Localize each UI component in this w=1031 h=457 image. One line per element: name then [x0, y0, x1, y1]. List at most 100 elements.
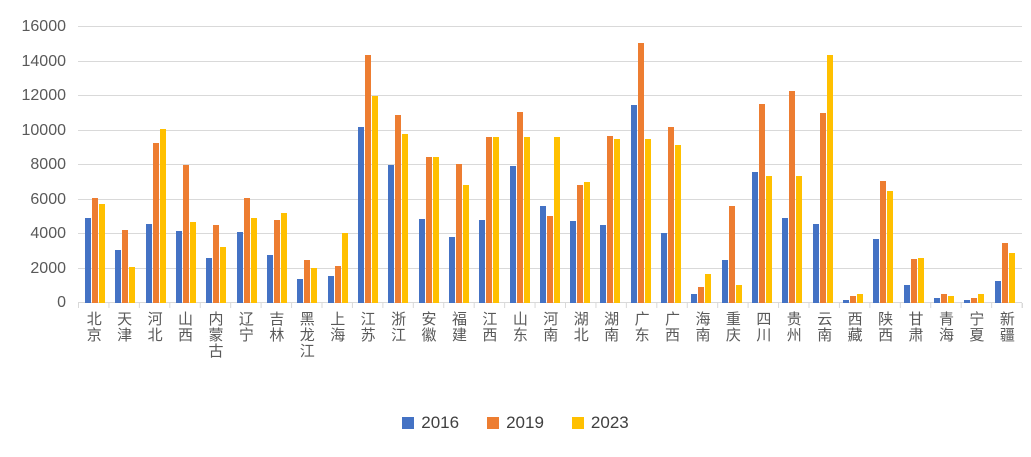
- bar-2023: [614, 139, 621, 303]
- bar-group: [176, 27, 197, 303]
- bar-2019: [364, 55, 371, 303]
- gridline: [78, 26, 1022, 27]
- x-tick-label: 云南: [815, 311, 833, 343]
- x-tick-label: 甘肃: [906, 311, 924, 343]
- bar-2023: [129, 266, 136, 303]
- bar-2016: [752, 171, 759, 303]
- bar-2016: [994, 281, 1001, 303]
- bar-2016: [327, 276, 334, 303]
- gridline: [78, 164, 1022, 165]
- bar-group: [388, 27, 409, 303]
- bar-2019: [183, 165, 190, 303]
- legend-label: 2019: [506, 413, 544, 432]
- bar-2023: [281, 213, 288, 303]
- bar-2019: [880, 180, 887, 303]
- x-tick-label: 青海: [936, 311, 954, 343]
- bar-2016: [630, 104, 637, 303]
- x-axis-ticks: [78, 303, 1023, 308]
- bar-2019: [122, 229, 129, 303]
- bar-2016: [206, 258, 213, 303]
- bar-2016: [812, 223, 819, 303]
- legend-label: 2023: [590, 413, 629, 432]
- x-tick-label: 天津: [115, 311, 133, 343]
- y-tick-label: 14000: [21, 52, 67, 70]
- y-tick-label: 16000: [21, 18, 67, 35]
- bar-2019: [637, 42, 644, 303]
- bar-2023: [796, 176, 803, 303]
- bar-2019: [940, 294, 947, 303]
- x-tick-label: 广东: [632, 311, 650, 343]
- gridline: [78, 129, 1022, 131]
- x-tick-label: 河南: [541, 311, 559, 343]
- bar-group: [752, 27, 773, 303]
- bar-2016: [721, 259, 728, 303]
- bar-2016: [145, 223, 152, 303]
- bar-2019: [455, 164, 462, 303]
- bar-2023: [523, 137, 530, 303]
- bar-2023: [675, 145, 682, 303]
- bar-2019: [213, 224, 220, 303]
- bar-2019: [486, 137, 493, 303]
- x-tick-label: 江苏: [358, 311, 376, 343]
- bar-2023: [735, 284, 742, 303]
- bar-group: [691, 27, 712, 303]
- plot-area: [78, 26, 1022, 303]
- legend-item-2016: 2016: [402, 413, 459, 433]
- bar-2019: [728, 206, 735, 303]
- bar-group: [357, 27, 378, 303]
- bar-2023: [311, 267, 318, 303]
- bar-group: [85, 27, 106, 303]
- bar-2019: [395, 114, 402, 303]
- y-tick-label: 2000: [30, 259, 66, 277]
- bar-2019: [849, 296, 856, 303]
- x-tick-label: 河北: [145, 311, 163, 343]
- bar-group: [115, 27, 136, 303]
- bar-group: [539, 27, 560, 303]
- bar-2016: [903, 284, 910, 303]
- x-tick-label: 重庆: [723, 311, 741, 343]
- bar-2019: [910, 259, 917, 303]
- bar-2016: [782, 218, 789, 303]
- x-tick-label: 辽宁: [236, 311, 254, 343]
- x-tick-label: 湖北: [571, 311, 589, 343]
- bar-group: [206, 27, 227, 303]
- bar-2019: [425, 157, 432, 303]
- legend-item-2023: 2023: [571, 413, 629, 433]
- bar-2016: [933, 297, 940, 303]
- bar-2023: [553, 137, 560, 303]
- x-tick-label: 宁夏: [967, 311, 985, 343]
- bar-2016: [479, 220, 486, 303]
- gridline: [78, 198, 1022, 200]
- bar-2016: [357, 127, 364, 303]
- bar-2023: [190, 221, 197, 303]
- bar-2023: [947, 296, 954, 303]
- bar-2016: [600, 224, 607, 303]
- bar-2016: [85, 218, 92, 303]
- bar-2023: [644, 139, 651, 303]
- bar-group: [933, 27, 954, 303]
- bar-2023: [371, 96, 378, 303]
- bar-2016: [842, 299, 849, 303]
- bar-2023: [584, 182, 591, 303]
- bar-2016: [873, 239, 880, 303]
- bar-2019: [1001, 242, 1008, 303]
- bar-2023: [1008, 252, 1015, 303]
- x-tick-label: 新疆: [997, 311, 1015, 343]
- x-tick-label: 福建: [449, 311, 467, 343]
- x-tick-label: 山西: [176, 311, 194, 343]
- bar-2016: [297, 278, 304, 303]
- bar-2019: [546, 215, 553, 303]
- bar-group: [873, 27, 894, 303]
- x-tick-label: 湖南: [602, 311, 620, 343]
- x-tick-label: 上海: [328, 311, 346, 343]
- x-tick-label: 四川: [754, 311, 772, 343]
- bar-2023: [493, 136, 500, 303]
- x-axis: 北京 天津 河北 山西 内蒙古 辽宁 吉林 黑龙江 上海 江苏 浙江 安徽 福建 江西 山东 河南 湖北 湖南 广东…: [78, 311, 1022, 359]
- bar-group: [570, 27, 591, 303]
- bar-group: [721, 27, 742, 303]
- x-tick-label: 广西: [663, 311, 681, 343]
- bar-2019: [759, 103, 766, 303]
- bar-group: [236, 27, 257, 303]
- legend-label: 2016: [421, 413, 460, 432]
- bar-group: [509, 27, 530, 303]
